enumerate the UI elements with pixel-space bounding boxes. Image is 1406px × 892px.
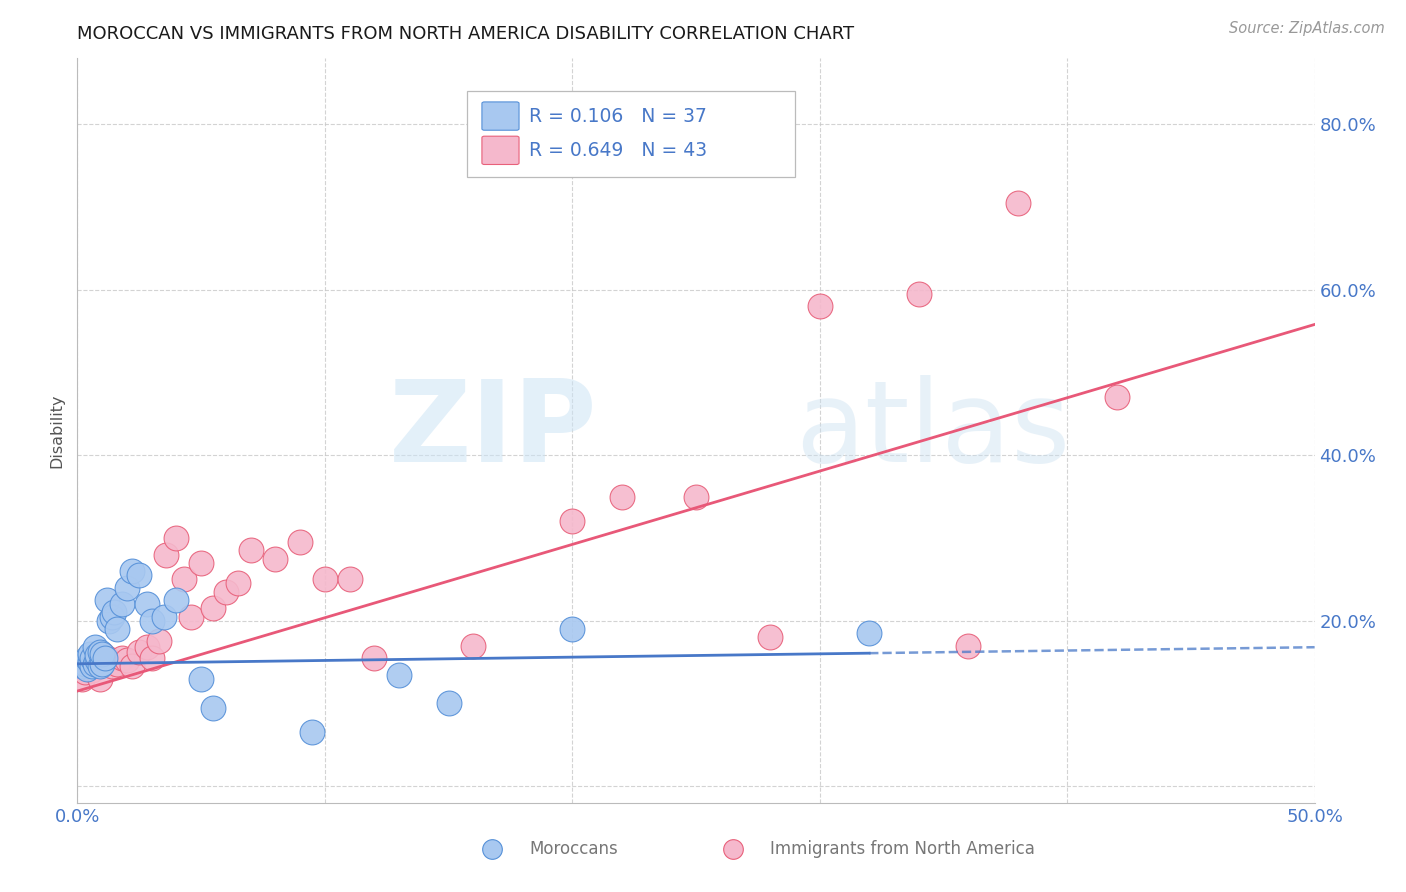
Point xyxy=(808,299,831,313)
Point xyxy=(103,606,125,620)
Point xyxy=(83,640,105,655)
Text: Immigrants from North America: Immigrants from North America xyxy=(770,840,1035,858)
Point xyxy=(86,648,108,663)
Point xyxy=(759,630,782,644)
Point xyxy=(72,672,94,686)
Point xyxy=(83,657,105,671)
Point xyxy=(96,593,118,607)
Point xyxy=(111,651,134,665)
Point xyxy=(190,556,212,570)
Point xyxy=(91,657,114,671)
Point xyxy=(72,659,94,673)
Point xyxy=(858,626,880,640)
Point xyxy=(89,645,111,659)
Point xyxy=(128,645,150,659)
Point xyxy=(153,609,176,624)
Point xyxy=(73,657,96,671)
FancyBboxPatch shape xyxy=(467,92,794,178)
Point xyxy=(82,659,104,673)
Text: Moroccans: Moroccans xyxy=(529,840,617,858)
Point xyxy=(190,672,212,686)
Point xyxy=(141,614,163,628)
Point xyxy=(111,597,134,611)
Text: MOROCCAN VS IMMIGRANTS FROM NORTH AMERICA DISABILITY CORRELATION CHART: MOROCCAN VS IMMIGRANTS FROM NORTH AMERIC… xyxy=(77,25,855,43)
Point xyxy=(135,597,157,611)
Point xyxy=(83,657,105,671)
FancyBboxPatch shape xyxy=(482,136,519,164)
Text: R = 0.649   N = 43: R = 0.649 N = 43 xyxy=(529,141,707,160)
Point xyxy=(202,601,225,615)
Point xyxy=(202,700,225,714)
Point xyxy=(89,672,111,686)
Point xyxy=(339,573,361,587)
Point xyxy=(165,531,187,545)
Point xyxy=(121,564,143,578)
Point xyxy=(121,659,143,673)
Point xyxy=(82,664,104,678)
Point xyxy=(101,659,124,673)
Point xyxy=(288,535,311,549)
Text: R = 0.106   N = 37: R = 0.106 N = 37 xyxy=(529,106,707,126)
Point xyxy=(76,662,98,676)
Point xyxy=(180,609,202,624)
Point xyxy=(685,490,707,504)
FancyBboxPatch shape xyxy=(482,102,519,130)
Point xyxy=(98,614,121,628)
Point xyxy=(79,655,101,669)
Point xyxy=(301,725,323,739)
Point xyxy=(314,573,336,587)
Point xyxy=(896,830,918,845)
Point xyxy=(82,651,104,665)
Point xyxy=(91,647,114,661)
Point xyxy=(561,622,583,636)
Point xyxy=(264,551,287,566)
Text: atlas: atlas xyxy=(794,375,1070,486)
Point xyxy=(215,584,238,599)
Point xyxy=(128,568,150,582)
Point xyxy=(155,548,177,562)
Point xyxy=(437,697,460,711)
Point xyxy=(957,639,980,653)
Point xyxy=(226,576,249,591)
Point xyxy=(1105,390,1128,404)
Point xyxy=(76,659,98,673)
Point xyxy=(115,653,138,667)
Point xyxy=(115,581,138,595)
Point xyxy=(79,653,101,667)
Point xyxy=(93,651,115,665)
Text: Source: ZipAtlas.com: Source: ZipAtlas.com xyxy=(1229,21,1385,37)
Point xyxy=(363,651,385,665)
Point xyxy=(907,286,929,301)
Point xyxy=(105,622,128,636)
Point xyxy=(148,634,170,648)
Point xyxy=(463,639,485,653)
Point xyxy=(91,647,114,661)
Point xyxy=(1007,195,1029,210)
Point xyxy=(141,651,163,665)
Point xyxy=(79,647,101,661)
Point xyxy=(165,593,187,607)
Text: ZIP: ZIP xyxy=(388,375,598,486)
Point xyxy=(610,490,633,504)
Point xyxy=(96,651,118,665)
Point xyxy=(173,573,195,587)
Point xyxy=(135,640,157,655)
Point xyxy=(73,665,96,679)
Point xyxy=(388,667,411,681)
Point xyxy=(101,609,124,624)
Point xyxy=(86,651,108,665)
Point xyxy=(105,657,128,671)
Point xyxy=(89,659,111,673)
Point xyxy=(76,651,98,665)
Point xyxy=(86,653,108,667)
Point xyxy=(239,543,262,558)
Point xyxy=(1378,830,1400,845)
Y-axis label: Disability: Disability xyxy=(49,393,65,467)
Point xyxy=(561,515,583,529)
